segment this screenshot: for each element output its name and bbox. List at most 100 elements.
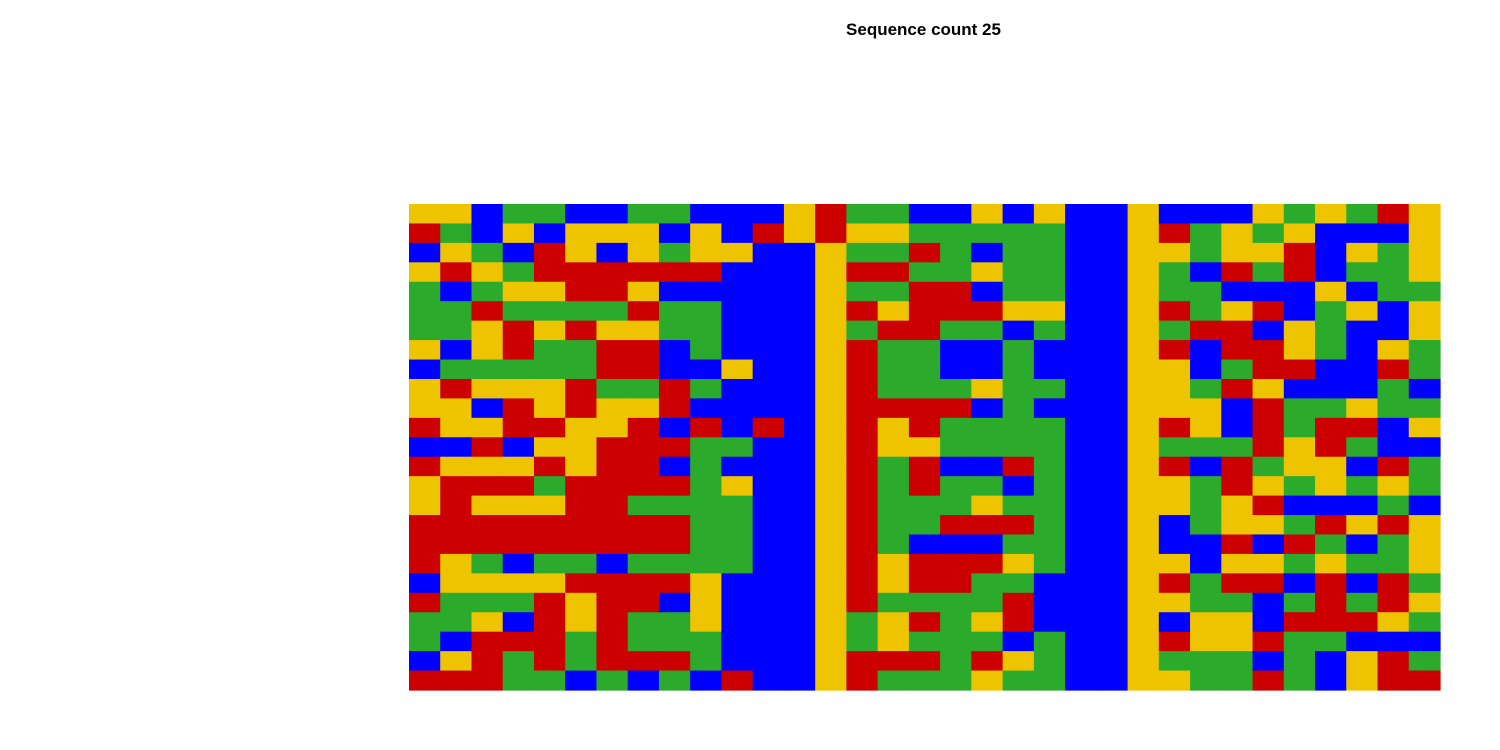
heatmap-cell-r8-c33 bbox=[1409, 340, 1441, 360]
heatmap-cell-r24-c27 bbox=[1221, 651, 1253, 671]
heatmap-cell-r16-c31 bbox=[1346, 496, 1378, 516]
heatmap-cell-r12-c20 bbox=[1003, 418, 1035, 438]
heatmap-cell-r24-c25 bbox=[1159, 651, 1191, 671]
heatmap-cell-r14-c16 bbox=[878, 457, 910, 477]
heatmap-cell-r24-c9 bbox=[659, 651, 691, 671]
heatmap-cell-r10-c26 bbox=[1190, 379, 1222, 399]
heatmap-cell-r7-c7 bbox=[596, 321, 628, 341]
heatmap-cell-r18-c22 bbox=[1065, 534, 1097, 554]
heatmap-cell-r7-c8 bbox=[628, 321, 660, 341]
heatmap-cell-r13-c11 bbox=[721, 437, 753, 457]
heatmap-cell-r17-c11 bbox=[721, 515, 753, 535]
heatmap-cell-r3-c20 bbox=[1003, 243, 1035, 263]
heatmap-cell-r22-c5 bbox=[534, 612, 566, 632]
heatmap-cell-r19-c32 bbox=[1378, 554, 1410, 574]
heatmap-cell-r21-c29 bbox=[1284, 593, 1316, 613]
heatmap-cell-r13-c31 bbox=[1346, 437, 1378, 457]
heatmap-cell-r14-c21 bbox=[1034, 457, 1066, 477]
heatmap-cell-r23-c8 bbox=[628, 632, 660, 652]
heatmap-cell-r11-c19 bbox=[971, 398, 1003, 418]
heatmap-cell-r13-c3 bbox=[471, 437, 503, 457]
heatmap-cell-r4-c11 bbox=[721, 262, 753, 282]
heatmap-cell-r24-c5 bbox=[534, 651, 566, 671]
heatmap-cell-r9-c4 bbox=[503, 360, 535, 380]
heatmap-cell-r20-c19 bbox=[971, 573, 1003, 593]
heatmap-cell-r14-c13 bbox=[784, 457, 816, 477]
heatmap-cell-r18-c20 bbox=[1003, 534, 1035, 554]
heatmap-cell-r21-c16 bbox=[878, 593, 910, 613]
heatmap-cell-r10-c30 bbox=[1315, 379, 1347, 399]
heatmap-cell-r22-c16 bbox=[878, 612, 910, 632]
heatmap-cell-r22-c23 bbox=[1096, 612, 1128, 632]
heatmap-cell-r11-c11 bbox=[721, 398, 753, 418]
heatmap-cell-r17-c28 bbox=[1253, 515, 1285, 535]
heatmap-cell-r13-c9 bbox=[659, 437, 691, 457]
heatmap-cell-r17-c33 bbox=[1409, 515, 1441, 535]
heatmap-cell-r11-c17 bbox=[909, 398, 941, 418]
heatmap-cell-r13-c17 bbox=[909, 437, 941, 457]
heatmap-cell-r15-c24 bbox=[1128, 476, 1160, 496]
heatmap-cell-r7-c10 bbox=[690, 321, 722, 341]
heatmap-cell-r25-c30 bbox=[1315, 671, 1347, 691]
heatmap-cell-r23-c11 bbox=[721, 632, 753, 652]
heatmap-cell-r10-c3 bbox=[471, 379, 503, 399]
heatmap-cell-r5-c14 bbox=[815, 282, 847, 302]
heatmap-cell-r23-c22 bbox=[1065, 632, 1097, 652]
heatmap-cell-r15-c6 bbox=[565, 476, 597, 496]
heatmap-cell-r17-c21 bbox=[1034, 515, 1066, 535]
heatmap-cell-r25-c18 bbox=[940, 671, 972, 691]
heatmap-cell-r4-c9 bbox=[659, 262, 691, 282]
heatmap-cell-r10-c10 bbox=[690, 379, 722, 399]
heatmap-cell-r2-c23 bbox=[1096, 223, 1128, 243]
heatmap-cell-r9-c31 bbox=[1346, 360, 1378, 380]
heatmap-cell-r7-c22 bbox=[1065, 321, 1097, 341]
heatmap-cell-r19-c31 bbox=[1346, 554, 1378, 574]
heatmap-cell-r25-c3 bbox=[471, 671, 503, 691]
heatmap-cell-r17-c25 bbox=[1159, 515, 1191, 535]
heatmap-cell-r12-c1 bbox=[409, 418, 441, 438]
heatmap-cell-r8-c1 bbox=[409, 340, 441, 360]
heatmap-cell-r7-c23 bbox=[1096, 321, 1128, 341]
heatmap-cell-r19-c3 bbox=[471, 554, 503, 574]
heatmap-cell-r23-c6 bbox=[565, 632, 597, 652]
heatmap-cell-r4-c16 bbox=[878, 262, 910, 282]
heatmap-cell-r7-c32 bbox=[1378, 321, 1410, 341]
heatmap-cell-r1-c13 bbox=[784, 204, 816, 224]
heatmap-cell-r21-c6 bbox=[565, 593, 597, 613]
heatmap-cell-r5-c6 bbox=[565, 282, 597, 302]
heatmap-cell-r18-c15 bbox=[846, 534, 878, 554]
heatmap-cell-r3-c8 bbox=[628, 243, 660, 263]
heatmap-cell-r19-c21 bbox=[1034, 554, 1066, 574]
heatmap-cell-r25-c23 bbox=[1096, 671, 1128, 691]
heatmap-cell-r17-c17 bbox=[909, 515, 941, 535]
heatmap-cell-r19-c29 bbox=[1284, 554, 1316, 574]
heatmap-cell-r14-c17 bbox=[909, 457, 941, 477]
heatmap-cell-r17-c12 bbox=[753, 515, 785, 535]
heatmap-cell-r18-c23 bbox=[1096, 534, 1128, 554]
heatmap-cell-r11-c18 bbox=[940, 398, 972, 418]
heatmap-cell-r3-c29 bbox=[1284, 243, 1316, 263]
heatmap-cell-r8-c28 bbox=[1253, 340, 1285, 360]
heatmap-cell-r25-c1 bbox=[409, 671, 441, 691]
heatmap-cell-r17-c4 bbox=[503, 515, 535, 535]
heatmap-cell-r8-c8 bbox=[628, 340, 660, 360]
heatmap-cell-r7-c13 bbox=[784, 321, 816, 341]
heatmap-cell-r23-c25 bbox=[1159, 632, 1191, 652]
heatmap-cell-r7-c18 bbox=[940, 321, 972, 341]
heatmap-cell-r15-c19 bbox=[971, 476, 1003, 496]
heatmap-cell-r2-c13 bbox=[784, 223, 816, 243]
heatmap-cell-r3-c12 bbox=[753, 243, 785, 263]
heatmap-cell-r1-c4 bbox=[503, 204, 535, 224]
heatmap-cell-r9-c21 bbox=[1034, 360, 1066, 380]
heatmap-cell-r16-c22 bbox=[1065, 496, 1097, 516]
heatmap-cell-r4-c25 bbox=[1159, 262, 1191, 282]
heatmap-cell-r5-c25 bbox=[1159, 282, 1191, 302]
heatmap-cell-r18-c24 bbox=[1128, 534, 1160, 554]
heatmap-cell-r9-c16 bbox=[878, 360, 910, 380]
heatmap-cell-r21-c32 bbox=[1378, 593, 1410, 613]
heatmap-cell-r13-c32 bbox=[1378, 437, 1410, 457]
heatmap-cell-r20-c7 bbox=[596, 573, 628, 593]
heatmap-cell-r3-c23 bbox=[1096, 243, 1128, 263]
heatmap-cell-r21-c18 bbox=[940, 593, 972, 613]
heatmap-cell-r6-c10 bbox=[690, 301, 722, 321]
